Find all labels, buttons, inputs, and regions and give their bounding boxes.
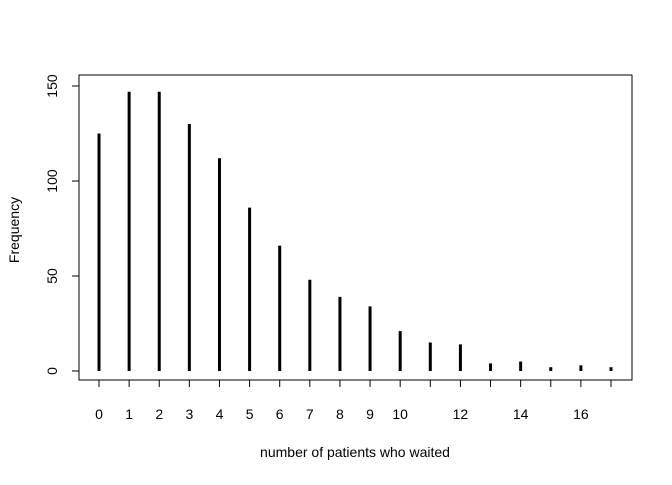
x-tick-label-14: 14 [513, 406, 529, 422]
x-tick-label-16: 16 [573, 406, 589, 422]
x-tick-label-12: 12 [453, 406, 469, 422]
y-axis: 0 50 100 150 [44, 74, 80, 375]
data-spikes [97, 91, 613, 371]
x-tick-label-1: 1 [125, 406, 133, 422]
x-tick-label-0: 0 [95, 406, 103, 422]
x-tick-label-10: 10 [392, 406, 408, 422]
x-tick-label-8: 8 [336, 406, 344, 422]
y-tick-label-50: 50 [44, 268, 60, 284]
y-axis-label: Frequency [6, 197, 22, 263]
x-tick-label-3: 3 [185, 406, 193, 422]
y-tick-label-100: 100 [44, 169, 60, 193]
x-tick-label-9: 9 [366, 406, 374, 422]
x-tick-label-6: 6 [276, 406, 284, 422]
y-tick-label-150: 150 [44, 74, 60, 98]
plot-frame [78, 74, 633, 381]
x-tick-label-4: 4 [216, 406, 224, 422]
y-tick-label-0: 0 [44, 367, 60, 375]
x-axis: 0 1 2 3 4 5 6 7 8 9 10 12 14 16 [95, 379, 612, 422]
x-tick-label-7: 7 [306, 406, 314, 422]
x-tick-label-2: 2 [155, 406, 163, 422]
x-tick-label-5: 5 [246, 406, 254, 422]
x-axis-label: number of patients who waited [260, 444, 450, 460]
